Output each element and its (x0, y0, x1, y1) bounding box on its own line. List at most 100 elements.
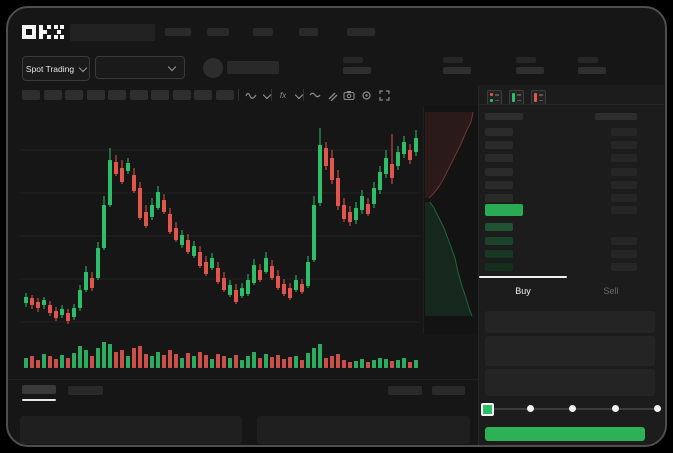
orderbook-ask-row[interactable] (479, 140, 655, 150)
orderbook-bid-row[interactable] (479, 262, 655, 272)
stat-label-placeholder (516, 57, 536, 63)
ask-price-placeholder (485, 154, 513, 162)
stat-value-placeholder (443, 67, 471, 74)
order-form-field[interactable] (485, 311, 655, 333)
bid-price-placeholder (485, 237, 513, 245)
orderbook-asks-view-icon[interactable] (531, 90, 546, 105)
settings-gear-icon[interactable] (359, 88, 373, 102)
bottom-tab-active[interactable] (22, 385, 56, 394)
orderbook-ask-row[interactable] (479, 193, 655, 203)
nav-item-placeholder[interactable] (165, 28, 191, 36)
market-type-label: Spot Trading (25, 63, 75, 74)
orderbook-bid-row[interactable] (479, 222, 655, 232)
slider-stop-dot[interactable] (527, 405, 534, 412)
amount-slider[interactable] (481, 403, 661, 416)
bid-price-placeholder (485, 223, 513, 231)
timeframe-button-placeholder[interactable] (108, 90, 126, 100)
camera-icon[interactable] (342, 88, 356, 102)
timeframe-button-placeholder[interactable] (216, 90, 234, 100)
nav-item-placeholder[interactable] (299, 28, 318, 36)
ask-amount-placeholder (611, 128, 637, 136)
ask-amount-placeholder (611, 141, 637, 149)
orderbook-ask-row[interactable] (479, 167, 655, 177)
market-type-selector[interactable]: Spot Trading (22, 56, 90, 81)
bid-amount-placeholder (611, 237, 637, 245)
orderbook-bids-view-icon[interactable] (509, 90, 524, 105)
timeframe-button-placeholder[interactable] (130, 90, 148, 100)
orderbook-bid-row[interactable] (479, 236, 655, 246)
ask-price-placeholder (485, 141, 513, 149)
orderbook-ask-row[interactable] (479, 180, 655, 190)
order-form-field[interactable] (485, 336, 655, 366)
chevron-down-icon (167, 62, 177, 71)
ask-price-placeholder (485, 168, 513, 176)
timeframe-button-placeholder[interactable] (44, 90, 62, 100)
bottom-section-divider (8, 379, 478, 380)
last-price-bar[interactable] (485, 204, 523, 216)
orderbook-bid-row[interactable] (479, 249, 655, 259)
bottom-tab[interactable] (68, 386, 103, 395)
timeframe-button-placeholder[interactable] (87, 90, 105, 100)
bottom-tab-active-underline (22, 399, 56, 401)
toolbar-divider (303, 89, 304, 101)
nav-item-placeholder[interactable] (347, 28, 375, 36)
slider-handle[interactable] (481, 403, 494, 416)
tab-sell[interactable]: Sell (603, 286, 619, 296)
fullscreen-icon[interactable] (377, 88, 391, 102)
trading-app: Spot Trading fx (8, 8, 665, 445)
bottom-panel-box[interactable] (20, 416, 242, 444)
bottom-right-control[interactable] (432, 386, 465, 395)
timeframe-button-placeholder[interactable] (65, 90, 83, 100)
active-tab-indicator (479, 276, 567, 278)
orderbook-ask-row[interactable] (479, 127, 655, 137)
bottom-right-control[interactable] (388, 386, 422, 395)
toolbar-divider (238, 89, 239, 101)
stat-label-placeholder (343, 57, 363, 63)
order-form-field[interactable] (485, 369, 655, 396)
orderbook-combined-view-icon[interactable] (487, 90, 502, 105)
orderbook-amount-header-placeholder (595, 113, 637, 120)
nav-item-placeholder[interactable] (253, 28, 273, 36)
indicators-fx-icon[interactable]: fx (279, 90, 287, 100)
ask-price-placeholder (485, 194, 513, 202)
ask-amount-placeholder (611, 194, 637, 202)
okx-logo (22, 25, 64, 39)
orderbook-row-amount-placeholder (611, 206, 637, 214)
stat-value-placeholder (516, 67, 544, 74)
bottom-panel-box[interactable] (257, 416, 470, 444)
tab-buy[interactable]: Buy (515, 286, 531, 296)
device-frame: Spot Trading fx (6, 6, 667, 447)
slider-stop-dot[interactable] (569, 405, 576, 412)
bid-amount-placeholder (611, 263, 637, 271)
right-panel: Buy Sell (478, 85, 664, 445)
slider-stop-dot[interactable] (612, 405, 619, 412)
depth-panel (423, 106, 479, 334)
pair-selector-dropdown[interactable] (95, 56, 185, 79)
pair-avatar[interactable] (203, 58, 223, 78)
draw-tool-icon[interactable] (325, 88, 339, 102)
chevron-down-icon (78, 63, 88, 72)
line-tool-icon[interactable] (308, 88, 322, 102)
pair-name-placeholder (227, 61, 279, 74)
stat-value-placeholder (578, 67, 606, 74)
depth-chart (425, 111, 474, 317)
stat-label-placeholder (443, 57, 463, 63)
slider-stop-dot[interactable] (654, 405, 661, 412)
timeframe-button-placeholder[interactable] (22, 90, 40, 100)
timeframe-button-placeholder[interactable] (151, 90, 169, 100)
ask-price-placeholder (485, 181, 513, 189)
nav-item-placeholder[interactable] (207, 28, 229, 36)
bid-price-placeholder (485, 250, 513, 258)
buy-sell-tabs: Buy Sell (479, 276, 655, 304)
ask-amount-placeholder (611, 168, 637, 176)
orderbook-ask-row[interactable] (479, 153, 655, 163)
ask-price-placeholder (485, 128, 513, 136)
orderbook-price-header-placeholder (485, 113, 523, 120)
candlestick-chart[interactable] (18, 108, 422, 372)
timeframe-button-placeholder[interactable] (194, 90, 212, 100)
bid-amount-placeholder (611, 250, 637, 258)
candle-style-icon[interactable] (244, 88, 258, 102)
timeframe-button-placeholder[interactable] (173, 90, 191, 100)
buy-button[interactable] (485, 427, 645, 441)
